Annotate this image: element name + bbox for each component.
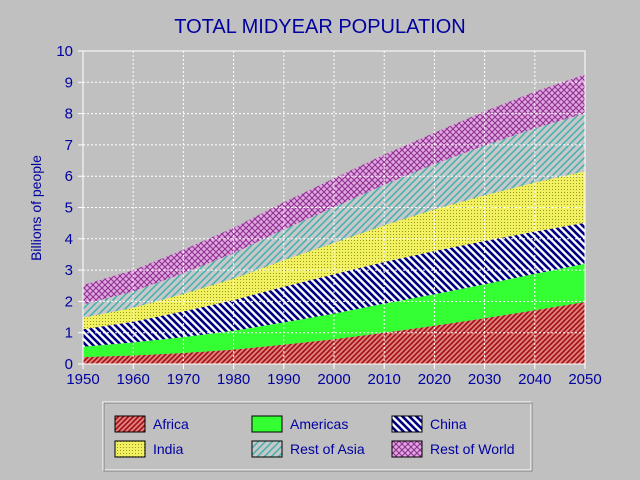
legend-swatch-india (114, 440, 146, 458)
legend-frame (102, 401, 532, 471)
x-tick-label: 2010 (368, 371, 401, 388)
y-tick-label: 7 (65, 137, 73, 154)
chart-title: TOTAL MIDYEAR POPULATION (174, 16, 466, 38)
y-tick-label: 5 (65, 200, 73, 217)
axes-frame (78, 50, 586, 369)
legend-label-rest-of-asia: Rest of Asia (290, 441, 365, 457)
legend-label-africa: Africa (153, 416, 189, 432)
grid-lines (83, 51, 585, 364)
legend-swatch-china (391, 415, 423, 433)
legend-label-india: India (153, 441, 184, 457)
y-tick-label: 9 (65, 74, 73, 91)
legend-label-americas: Americas (290, 416, 348, 432)
x-tick-label: 2000 (317, 371, 350, 388)
legend-swatch-rest-of-world (391, 440, 423, 458)
x-tick-label: 1960 (117, 371, 150, 388)
area-rest-of-world (83, 74, 585, 305)
y-tick-label: 3 (65, 262, 73, 279)
y-tick-label: 0 (65, 356, 73, 373)
x-tick-label: 2050 (568, 371, 601, 388)
y-tick-label: 6 (65, 168, 73, 185)
y-tick-label: 8 (65, 106, 73, 123)
y-axis-label: Billions of people (28, 155, 44, 261)
legend-swatch-americas (251, 415, 283, 433)
x-tick-label: 2040 (518, 371, 551, 388)
x-tick-label: 2030 (468, 371, 501, 388)
y-tick-label: 2 (65, 293, 73, 310)
legend-frame-shadow (103, 402, 533, 472)
x-tick-label: 1980 (217, 371, 250, 388)
legend: Africa Americas China India Rest of Asia Rest… (102, 401, 533, 472)
x-tick-label: 1990 (267, 371, 300, 388)
x-tick-label: 1970 (167, 371, 200, 388)
x-tick-label: 2020 (418, 371, 451, 388)
legend-label-china: China (430, 416, 467, 432)
x-tick-labels: 1950 1960 1970 1980 1990 2000 2010 2020 2030 2040… (66, 371, 601, 388)
y-tick-label: 10 (56, 43, 73, 60)
area-india (83, 171, 585, 330)
area-africa (83, 302, 585, 364)
legend-label-rest-of-world: Rest of World (430, 441, 515, 457)
legend-swatch-rest-of-asia (251, 440, 283, 458)
x-tick-label: 1950 (66, 371, 99, 388)
y-tick-labels: 0 1 2 3 4 5 6 7 8 9 10 (56, 43, 73, 373)
y-tick-label: 1 (65, 325, 73, 342)
legend-swatch-africa (114, 415, 146, 433)
y-tick-label: 4 (65, 231, 73, 248)
